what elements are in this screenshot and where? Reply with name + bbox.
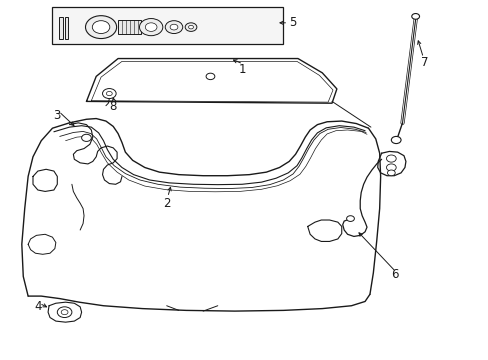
Circle shape	[185, 23, 197, 31]
Bar	[52, 7, 283, 44]
Circle shape	[139, 18, 163, 36]
Text: 7: 7	[420, 55, 427, 69]
Text: 3: 3	[54, 109, 61, 122]
Text: 1: 1	[238, 63, 245, 76]
Circle shape	[205, 73, 214, 80]
Text: 4: 4	[34, 300, 41, 313]
Text: 6: 6	[391, 268, 398, 281]
Circle shape	[386, 170, 394, 176]
Circle shape	[102, 89, 116, 99]
Circle shape	[61, 310, 68, 315]
Circle shape	[346, 216, 354, 221]
Circle shape	[170, 24, 178, 30]
Circle shape	[85, 16, 116, 39]
Circle shape	[165, 21, 183, 33]
Circle shape	[188, 25, 193, 29]
Circle shape	[106, 91, 112, 96]
Bar	[64, 17, 68, 39]
Circle shape	[390, 136, 400, 144]
Circle shape	[386, 164, 395, 171]
Text: 2: 2	[163, 197, 170, 210]
Circle shape	[57, 307, 72, 318]
Text: 8: 8	[109, 100, 117, 113]
Text: 5: 5	[289, 16, 296, 29]
Circle shape	[81, 134, 91, 141]
Bar	[59, 17, 62, 39]
Circle shape	[92, 21, 110, 33]
Circle shape	[411, 14, 419, 19]
Circle shape	[386, 155, 395, 162]
Circle shape	[145, 23, 157, 31]
Bar	[118, 20, 141, 34]
